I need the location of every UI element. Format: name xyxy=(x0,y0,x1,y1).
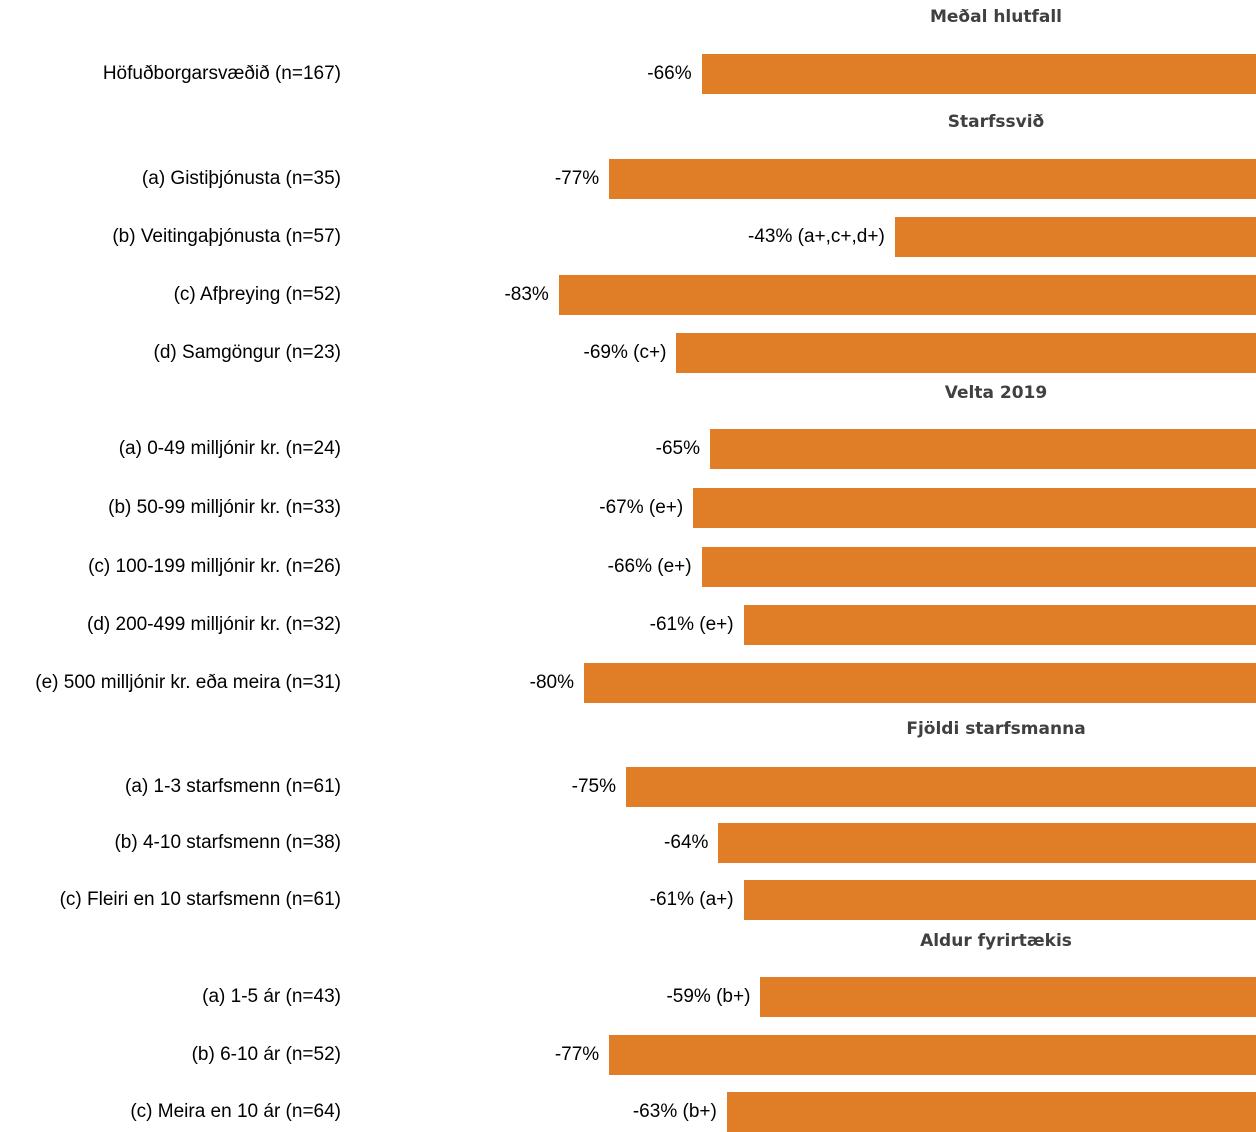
value-label: -80% xyxy=(529,672,574,693)
category-label: (b) Veitingaþjónusta (n=57) xyxy=(112,226,341,247)
value-label: -61% (e+) xyxy=(649,614,734,635)
bar xyxy=(609,159,1256,199)
category-label: (c) 100-199 milljónir kr. (n=26) xyxy=(88,556,341,577)
category-label: (b) 4-10 starfsmenn (n=38) xyxy=(114,832,341,853)
bar xyxy=(558,275,1256,315)
value-label: -43% (a+,c+,d+) xyxy=(748,226,885,247)
value-label: -77% xyxy=(554,1044,600,1065)
bar xyxy=(626,767,1256,807)
section-title: Meðal hlutfall xyxy=(929,7,1063,27)
bar xyxy=(710,429,1256,469)
category-label: (c) Meira en 10 ár (n=64) xyxy=(130,1101,341,1122)
category-label: (a) 0-49 milljónir kr. (n=24) xyxy=(118,438,341,459)
value-label: -77% xyxy=(554,168,600,189)
value-label: -59% (b+) xyxy=(666,986,751,1007)
category-label: (d) Samgöngur (n=23) xyxy=(153,342,341,363)
category-label: (c) Afþreying (n=52) xyxy=(173,284,341,305)
bar xyxy=(693,488,1256,528)
value-label: -65% xyxy=(655,438,700,459)
value-label: -66% (e+) xyxy=(607,556,692,577)
section-title: Fjöldi starfsmanna xyxy=(906,719,1086,739)
value-label: -69% (c+) xyxy=(583,342,667,363)
bar xyxy=(584,663,1256,703)
category-label: (a) Gistiþjónusta (n=35) xyxy=(141,168,341,189)
bar xyxy=(760,977,1256,1017)
bar xyxy=(743,605,1256,645)
bar xyxy=(701,547,1256,587)
bar xyxy=(676,333,1256,373)
section-title: Starfssvið xyxy=(947,112,1045,132)
bar xyxy=(701,54,1256,94)
bar xyxy=(609,1035,1256,1075)
category-label: (a) 1-3 starfsmenn (n=61) xyxy=(125,776,341,797)
category-label: (b) 50-99 milljónir kr. (n=33) xyxy=(108,497,341,518)
section-title: Aldur fyrirtækis xyxy=(920,931,1072,951)
bar xyxy=(743,880,1256,920)
category-label: (a) 1-5 ár (n=43) xyxy=(202,986,341,1007)
value-label: -63% (b+) xyxy=(632,1101,717,1122)
bar xyxy=(894,217,1256,257)
value-label: -75% xyxy=(571,776,616,797)
category-label: (e) 500 milljónir kr. eða meira (n=31) xyxy=(35,672,341,693)
value-label: -83% xyxy=(504,284,549,305)
category-label: Höfuðborgarsvæðið (n=167) xyxy=(102,63,341,84)
value-label: -66% xyxy=(647,63,692,84)
section-title: Velta 2019 xyxy=(944,383,1048,403)
value-label: -61% (a+) xyxy=(649,889,734,910)
value-label: -64% xyxy=(664,832,709,853)
bar xyxy=(726,1092,1256,1132)
bar xyxy=(718,823,1256,863)
category-label: (c) Fleiri en 10 starfsmenn (n=61) xyxy=(59,889,341,910)
category-label: (d) 200-499 milljónir kr. (n=32) xyxy=(87,614,341,635)
category-label: (b) 6-10 ár (n=52) xyxy=(191,1044,341,1065)
value-label: -67% (e+) xyxy=(599,497,684,518)
